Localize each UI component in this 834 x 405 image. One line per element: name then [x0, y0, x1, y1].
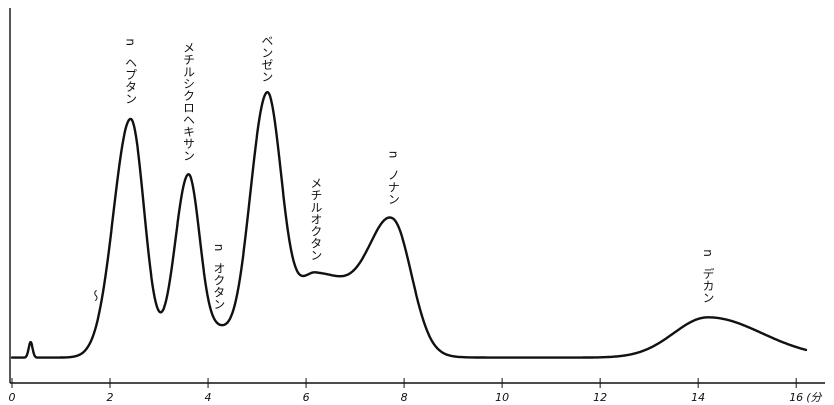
peak-label-line: n — [124, 38, 138, 46]
peak-label: メチルシクロヘキサン — [181, 41, 195, 161]
peak-label: n オクタン — [212, 244, 226, 310]
peak-label-line: ノナン — [386, 168, 400, 204]
x-tick-label: 6 — [303, 391, 310, 404]
injection-mark: 〜 — [88, 289, 102, 301]
peak-label: n デカン — [701, 249, 715, 303]
peak-label: n ノナン — [386, 151, 400, 205]
peak-label-line: デカン — [701, 266, 715, 302]
peak-label-line: ベンゼン — [260, 34, 274, 82]
peak-label-line: ヘプタン — [124, 56, 138, 104]
x-tick-label: 2 — [107, 391, 114, 404]
x-tick-label: 10 — [495, 391, 509, 404]
x-tick-label: 8 — [401, 391, 408, 404]
peak-label: メチルオクタン — [309, 177, 323, 261]
peak-label-line: オクタン — [212, 261, 226, 309]
peak-label-line: n — [701, 249, 715, 257]
peak-label-line: n — [386, 151, 400, 159]
x-tick-label: 4 — [205, 391, 212, 404]
x-tick-label: 0 — [9, 391, 16, 404]
peak-label: n ヘプタン — [124, 38, 138, 104]
x-axis-tick-labels: 0 2 4 6 8 10 12 14 16 — [9, 391, 804, 404]
x-axis-ticks — [11, 378, 797, 388]
peak-label-line: n — [212, 244, 226, 252]
x-tick-label: 12 — [593, 391, 607, 404]
peak-label: ベンゼン — [260, 34, 274, 82]
x-tick-label: 16 — [789, 391, 803, 404]
x-axis-unit-label: (分 — [806, 391, 822, 404]
chromatogram-trace — [10, 91, 808, 359]
x-tick-label: 14 — [691, 391, 705, 404]
peak-label-line: メチルオクタン — [309, 177, 323, 261]
peak-label-line: メチルシクロヘキサン — [181, 41, 195, 161]
